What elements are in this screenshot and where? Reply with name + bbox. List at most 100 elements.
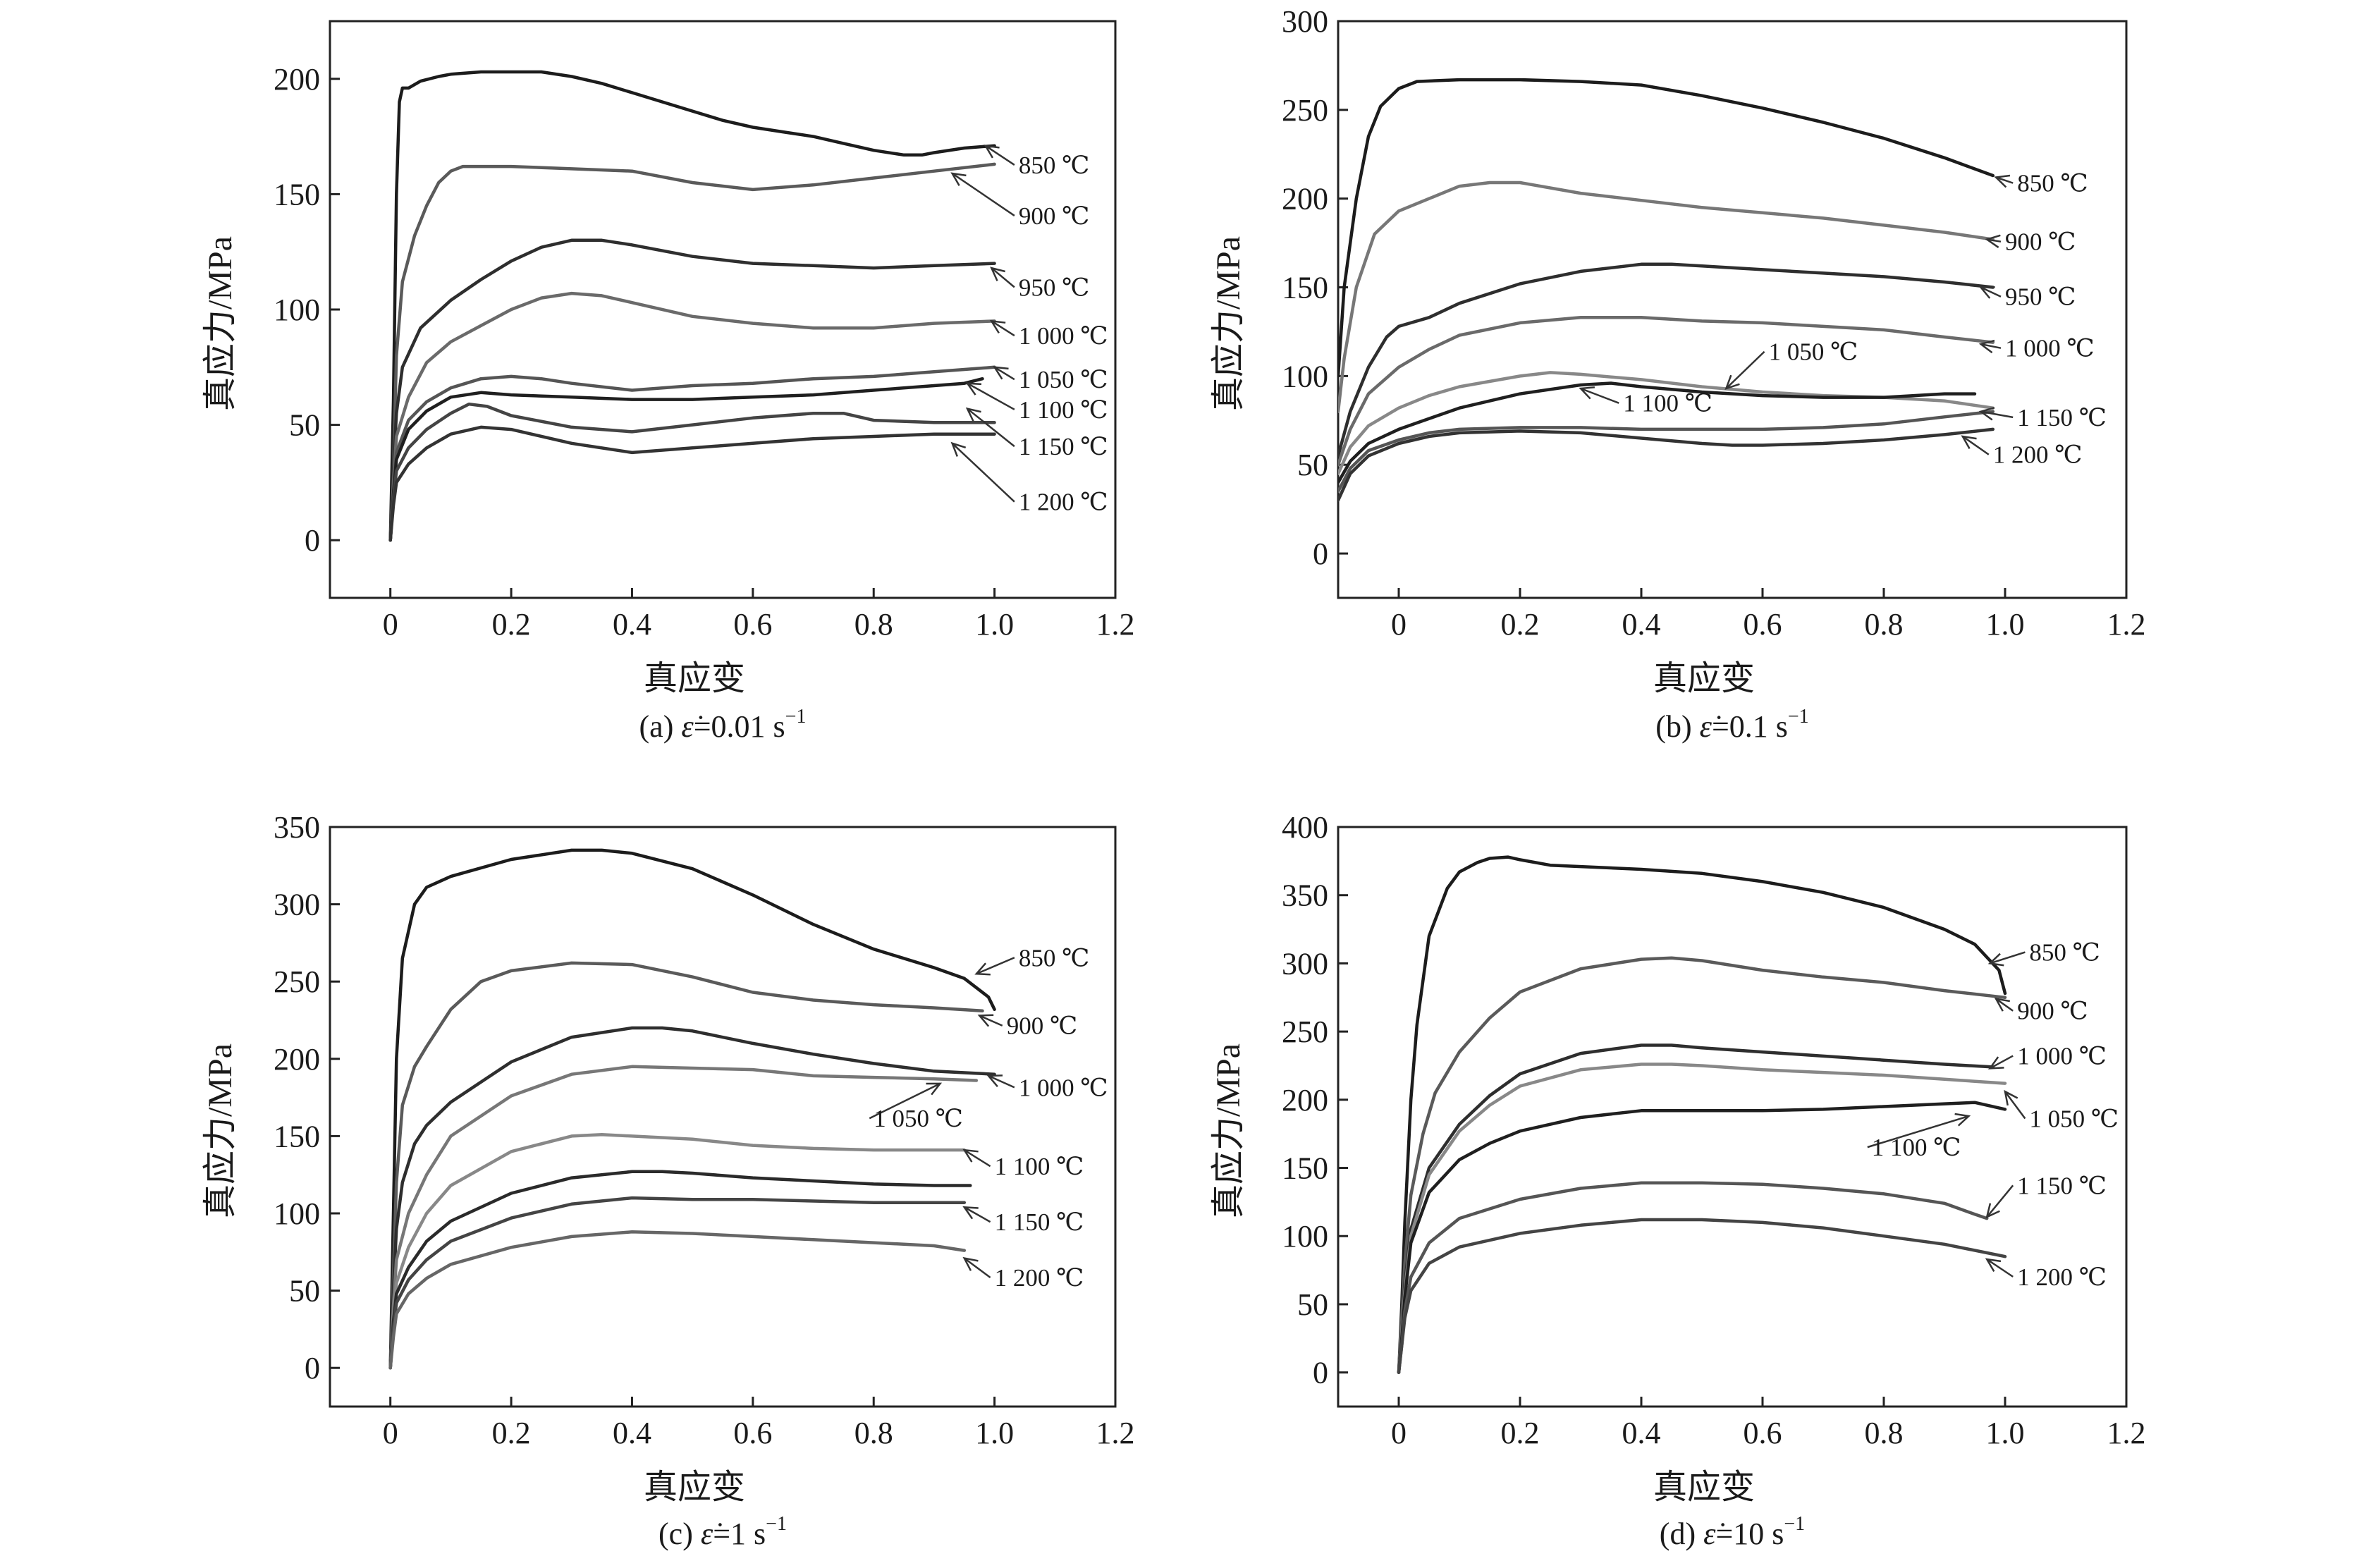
chart-b-annotation-label: 1 100 ℃: [1623, 390, 1712, 417]
chart-c-y-axis-label: 真应力/MPa: [202, 1043, 239, 1218]
chart-d-series-line: [1397, 1101, 2007, 1374]
chart-d-annotation-label: 900 ℃: [2017, 998, 2088, 1025]
chart-c-x-tick-label: 0: [383, 1416, 398, 1450]
chart-a-series-line: [388, 425, 996, 542]
chart-b-series-line: [1338, 78, 1995, 378]
chart-a-annotation-arrow: [991, 320, 1015, 337]
chart-c-y-tick-label: 350: [274, 810, 320, 845]
chart-d-annotation-arrowhead: [1994, 998, 2011, 1012]
chart-c-series-line: [388, 1132, 967, 1370]
chart-a-x-axis-label: 真应变: [644, 660, 745, 697]
chart-d-x-tick-label: 0.8: [1865, 1416, 1904, 1450]
chart-d-caption: (d) ε̇=10 s−1: [1660, 1513, 1805, 1551]
chart-c-x-tick-label: 0.2: [492, 1416, 531, 1450]
chart-c-y-tick-label: 200: [274, 1042, 320, 1077]
chart-b-x-tick-label: 0: [1391, 607, 1407, 642]
chart-a-annotation-label: 1 000 ℃: [1019, 322, 1108, 350]
chart-d-y-tick-label: 150: [1282, 1151, 1328, 1186]
chart-b-annotation-arrow: [1980, 286, 2002, 298]
chart-a-annotation-label: 850 ℃: [1019, 152, 1089, 179]
chart-b-annotation-label: 950 ℃: [2005, 283, 2076, 311]
chart-d-y-tick-label: 100: [1282, 1219, 1328, 1254]
chart-c-annotation-arrowhead: [986, 1074, 1003, 1088]
chart-c-annotation-label: 1 200 ℃: [995, 1264, 1084, 1292]
chart-a-series-line: [388, 238, 996, 542]
chart-d-annotation-label: 1 100 ℃: [1872, 1134, 1961, 1161]
chart-c-plot-frame: [329, 826, 1117, 1408]
chart-a-x-tick-label: 0.4: [613, 607, 651, 642]
chart-d-y-tick-label: 300: [1282, 946, 1328, 981]
chart-a-plot-frame: [329, 20, 1117, 599]
chart-a-x-tick-label: 1.2: [1096, 607, 1135, 642]
chart-b-x-tick-label: 0.6: [1744, 607, 1782, 642]
chart-b-x-tick-label: 0.4: [1622, 607, 1661, 642]
chart-b-annotation-arrow: [1580, 387, 1619, 404]
chart-b-series-line: [1338, 427, 1995, 502]
chart-a-annotation-label: 1 100 ℃: [1019, 396, 1108, 424]
chart-d-series-line: [1397, 1181, 1989, 1374]
chart-b-annotation-arrow: [1995, 176, 2014, 184]
chart-b-annotation-arrowhead: [1985, 234, 2001, 248]
chart-c-annotation-arrowhead: [962, 1256, 979, 1271]
chart-c-series-line: [388, 1065, 979, 1370]
chart-c-x-tick-label: 0.6: [733, 1416, 772, 1450]
panel-c: 0 0.2 0.4 0.6 0.8 1.0 1.2 0 50 100 150 200 250 300 350…: [202, 810, 1135, 1551]
chart-d-annotation-arrow: [1986, 1184, 2014, 1218]
chart-d-annotation-label: 850 ℃: [2029, 939, 2100, 967]
chart-c-annotation-arrow: [976, 957, 1015, 975]
chart-b-y-tick-label: 300: [1282, 4, 1328, 39]
chart-b-annotation-label: 850 ℃: [2017, 170, 2088, 197]
chart-c-series-line: [388, 1196, 967, 1370]
chart-c-y-tick-label: 300: [274, 888, 320, 922]
chart-d-y-tick-label: 50: [1297, 1287, 1328, 1322]
chart-b-annotation-arrowhead: [1994, 174, 2011, 188]
chart-d-annotation-arrowhead: [1985, 1258, 2002, 1272]
chart-c-y-tick-label: 100: [274, 1196, 320, 1231]
chart-d-annotation-label: 1 150 ℃: [2017, 1172, 2107, 1199]
chart-d-y-tick-label: 0: [1313, 1356, 1328, 1390]
chart-b-annotation-label: 1 050 ℃: [1769, 338, 1858, 366]
chart-c-caption: (c) ε̇=1 s−1: [658, 1513, 787, 1551]
chart-c-series-line: [388, 1026, 996, 1370]
chart-a-y-tick-label: 50: [289, 408, 320, 443]
chart-b-y-tick-label: 200: [1282, 182, 1328, 216]
chart-b-y-tick-label: 250: [1282, 93, 1328, 128]
chart-a-series-line: [388, 402, 996, 542]
chart-b-annotation-arrowhead: [1579, 386, 1595, 400]
chart-c-annotation-arrow: [964, 1149, 991, 1168]
chart-b-annotation-arrowhead: [1978, 339, 1995, 354]
chart-b-annotation-label: 1 150 ℃: [2017, 404, 2107, 431]
chart-c-x-tick-label: 1.0: [975, 1416, 1014, 1450]
chart-b-annotation-arrow: [1987, 238, 2002, 243]
chart-c-series-line: [388, 1170, 972, 1370]
chart-a-annotation-label: 900 ℃: [1019, 202, 1089, 230]
chart-d-x-tick-label: 0: [1391, 1416, 1407, 1450]
chart-a-annotation-arrow: [967, 382, 1015, 410]
chart-a-series-line: [388, 376, 984, 542]
chart-d-y-axis-label: 真应力/MPa: [1210, 1043, 1247, 1218]
chart-a-series-line: [388, 291, 996, 542]
chart-c-annotation-arrow: [979, 1015, 1003, 1027]
chart-b-y-tick-label: 100: [1282, 359, 1328, 393]
chart-a-annotation-arrowhead: [984, 145, 1000, 159]
chart-a-y-tick-label: 200: [274, 62, 320, 97]
chart-b-annotation-arrow: [1980, 410, 2014, 419]
chart-a-annotation-label: 1 200 ℃: [1019, 489, 1108, 516]
chart-b-annotation-label: 900 ℃: [2005, 228, 2076, 256]
chart-a-annotation-arrowhead: [990, 267, 1006, 281]
chart-a-y-tick-label: 100: [274, 293, 320, 327]
chart-d-x-tick-label: 0.6: [1744, 1416, 1782, 1450]
chart-c-x-tick-label: 1.2: [1096, 1416, 1135, 1450]
chart-d-annotation-arrowhead: [1987, 953, 2004, 967]
chart-d-annotation-arrow: [1995, 998, 2014, 1012]
chart-b-y-tick-label: 0: [1313, 537, 1328, 571]
chart-d-y-tick-label: 350: [1282, 878, 1328, 913]
chart-d-annotation-arrow: [1867, 1115, 1969, 1149]
chart-c-annotation-arrowhead: [926, 1082, 943, 1096]
chart-b-series-line: [1338, 381, 1977, 484]
chart-b-annotation-label: 1 200 ℃: [1993, 441, 2083, 469]
chart-a-annotation-arrowhead: [950, 172, 967, 186]
chart-c-x-tick-label: 0.4: [613, 1416, 651, 1450]
chart-c-annotation-arrow: [988, 1074, 1015, 1089]
